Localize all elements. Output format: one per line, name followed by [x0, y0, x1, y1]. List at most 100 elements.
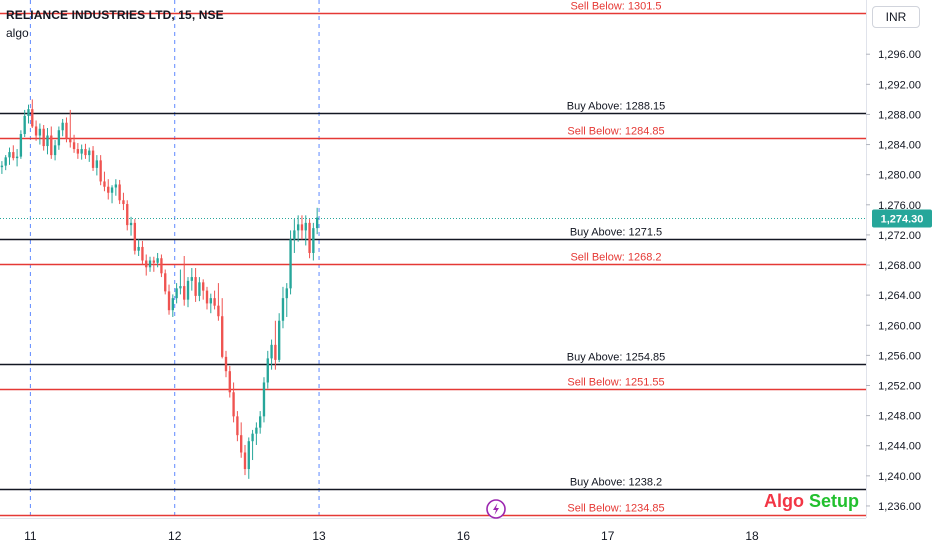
candle-body-32: [122, 200, 125, 205]
candle-body-56: [213, 298, 216, 306]
candle-body-27: [103, 181, 106, 187]
event-marker-icon[interactable]: [486, 499, 506, 519]
candle-body-12: [46, 135, 49, 147]
level-label-5: Buy Above: 1254.85: [567, 352, 665, 364]
candle-body-3: [12, 152, 15, 159]
x-tick-label-5: 18: [745, 529, 759, 543]
candle-body-41: [156, 258, 159, 263]
current-price-tag: [872, 209, 932, 228]
level-label-8: Sell Below: 1234.85: [567, 503, 664, 515]
candle-body-76: [289, 239, 292, 289]
y-tick-label-13: 1,288.00: [878, 109, 921, 121]
x-tick-label-0: 11: [24, 529, 37, 543]
candle-body-59: [224, 356, 228, 372]
candle-body-52: [198, 282, 201, 296]
level-label-0: Sell Below: 1301.5: [570, 1, 661, 13]
price-axis-panel: [866, 0, 932, 550]
y-tick-label-12: 1,284.00: [878, 140, 921, 152]
candle-body-14: [53, 145, 57, 156]
candle-body-62: [236, 416, 239, 436]
watermark-part-2: Setup: [809, 491, 860, 511]
candle-body-25: [95, 160, 99, 168]
candle-body-39: [148, 260, 152, 268]
currency-button[interactable]: INR: [872, 6, 920, 28]
candle-body-42: [160, 258, 163, 274]
candle-body-50: [190, 277, 193, 281]
candle-body-72: [274, 344, 277, 360]
candle-body-57: [217, 305, 220, 317]
candle-body-15: [57, 130, 61, 146]
candle-body-36: [137, 246, 140, 251]
candle-body-73: [277, 320, 281, 360]
y-tick-label-6: 1,260.00: [878, 320, 921, 332]
level-label-1: Buy Above: 1288.15: [567, 101, 665, 113]
level-label-2: Sell Below: 1284.85: [567, 126, 664, 138]
symbol-title: RELIANCE INDUSTRIES LTD, 15, NSE: [6, 8, 224, 22]
candle-body-4: [15, 156, 19, 159]
candle-body-48: [183, 286, 186, 300]
y-tick-label-9: 1,272.00: [878, 230, 921, 242]
candle-body-28: [107, 186, 110, 193]
y-tick-label-5: 1,256.00: [878, 350, 921, 362]
y-tick-label-11: 1,280.00: [878, 170, 921, 182]
candle-body-35: [133, 222, 137, 251]
candle-body-29: [110, 187, 114, 193]
y-tick-label-14: 1,292.00: [878, 79, 921, 91]
candle-body-21: [80, 149, 83, 154]
x-tick-label-4: 17: [601, 529, 615, 543]
indicator-label[interactable]: algo: [6, 26, 29, 40]
candle-body-83: [315, 217, 319, 229]
candle-body-26: [99, 160, 102, 182]
candle-body-33: [126, 204, 129, 226]
x-tick-label-2: 13: [312, 529, 326, 543]
candle-body-22: [84, 149, 87, 156]
level-label-6: Sell Below: 1251.55: [567, 377, 664, 389]
candle-body-11: [42, 128, 45, 147]
candle-body-64: [243, 452, 247, 470]
candle-body-82: [312, 228, 315, 253]
candle-body-31: [118, 184, 121, 201]
x-tick-label-3: 16: [457, 529, 471, 543]
candle-body-30: [114, 184, 118, 188]
y-tick-label-10: 1,276.00: [878, 200, 921, 212]
candle-body-67: [255, 427, 258, 434]
x-tick-label-1: 12: [168, 529, 182, 543]
candle-body-77: [293, 230, 296, 240]
watermark-logo: Algo Setup: [764, 491, 859, 512]
y-tick-label-2: 1,244.00: [878, 441, 921, 453]
candle-body-7: [27, 109, 30, 116]
candle-body-78: [296, 224, 300, 231]
candle-body-10: [38, 128, 42, 136]
y-tick-label-0: 1,236.00: [878, 501, 921, 513]
candle-body-20: [76, 149, 80, 154]
y-tick-label-1: 1,240.00: [878, 471, 921, 483]
candle-body-16: [61, 122, 64, 131]
y-tick-label-8: 1,268.00: [878, 260, 921, 272]
candle-body-44: [167, 291, 171, 311]
y-tick-label-15: 1,296.00: [878, 49, 921, 61]
candle-body-5: [19, 134, 23, 157]
watermark-part-1: Algo: [764, 491, 804, 511]
candle-body-58: [221, 316, 224, 357]
candle-body-47: [179, 286, 182, 289]
candle-body-13: [50, 135, 53, 156]
candle-body-0: [0, 165, 4, 168]
candle-body-9: [34, 126, 38, 136]
candle-body-45: [171, 298, 174, 311]
y-tick-label-3: 1,248.00: [878, 411, 921, 423]
candle-body-54: [205, 290, 209, 304]
candle-body-81: [308, 222, 311, 253]
candle-body-18: [69, 138, 72, 143]
candle-body-63: [240, 435, 243, 453]
candle-body-8: [31, 109, 34, 127]
level-label-4: Sell Below: 1268.2: [570, 252, 661, 264]
candle-body-49: [186, 280, 190, 300]
candle-body-37: [141, 246, 144, 261]
candle-body-79: [300, 224, 304, 231]
candle-body-34: [129, 222, 133, 226]
candle-body-24: [91, 150, 95, 168]
candle-body-23: [88, 150, 91, 156]
candle-body-17: [65, 122, 68, 139]
candle-body-61: [232, 392, 235, 417]
